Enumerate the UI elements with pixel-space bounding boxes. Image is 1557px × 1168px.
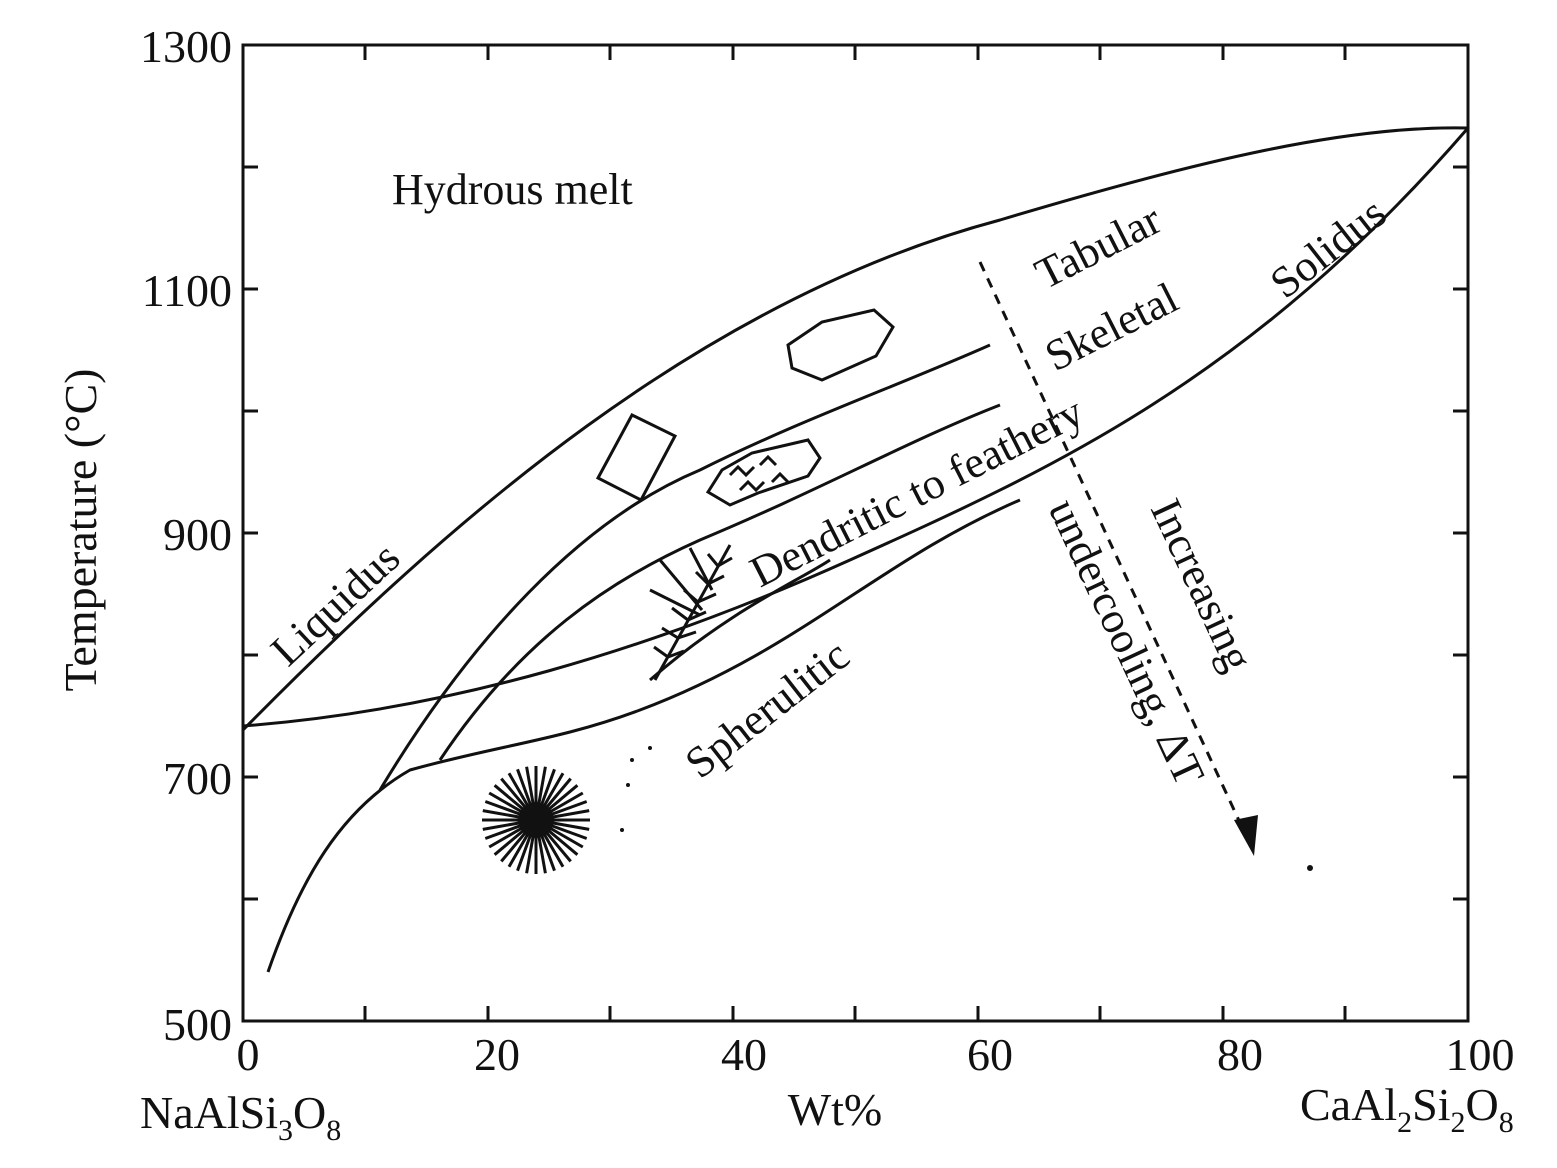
y-tick-1300: 1300 [140,21,232,72]
undercooling-arrow [978,261,1250,841]
spherulitic-upper-boundary [649,558,831,682]
left-endmember-label: NaAlSi3O8 [140,1087,341,1147]
undercooling-arrowhead [1234,815,1258,856]
left-endmember-sub1: 3 [278,1114,293,1147]
left-endmember-base: NaAlSi [140,1087,278,1138]
skeletal-crystal-icon [705,438,822,507]
right-endmember-base: CaAl [1300,1079,1397,1130]
right-endmember-sub1: 2 [1397,1106,1412,1139]
left-endmember-mid: O [293,1087,326,1138]
x-tick-0: 0 [237,1029,260,1080]
tabular-crystal-icon [595,413,678,503]
x-tick-60: 60 [967,1029,1013,1080]
x-tick-100: 100 [1446,1029,1515,1080]
liquidus-label: Liquidus [261,533,409,676]
hydrous-melt-label: Hydrous melt [392,165,633,214]
speck-marks [620,746,1313,871]
hexagonal-crystal-icon [786,308,895,382]
x-tick-80: 80 [1217,1029,1263,1080]
y-tick-700: 700 [163,753,232,804]
increasing-label: Increasing [1141,492,1263,679]
right-endmember-label: CaAl2Si2O8 [1300,1079,1514,1139]
right-endmember-sub2: 2 [1450,1106,1465,1139]
spherulite-icon [482,766,590,874]
y-axis-label: Temperature (°C) [55,369,106,692]
left-endmember-sub2: 8 [326,1114,341,1147]
right-endmember-mid: Si [1412,1079,1450,1130]
dendritic-label: Dendritic to feathery [742,387,1091,597]
x-axis-label: Wt% [788,1084,883,1135]
x-tick-40: 40 [721,1029,767,1080]
liquidus-curve [241,126,1469,732]
y-tick-500: 500 [163,999,232,1050]
skeletal-dendritic-boundary [438,403,1001,761]
tabular-skeletal-boundary [378,343,991,791]
solidus-curve [242,127,1470,728]
x-tick-20: 20 [474,1029,520,1080]
dendritic-spherulitic-boundary [266,498,1021,973]
x-tick-labels: 0 20 40 60 80 100 [237,1029,1515,1080]
spherulitic-label: Spherulitic [676,630,858,787]
x-axis-ticks [363,45,1347,1021]
y-tick-900: 900 [163,509,232,560]
right-endmember-sub3: 8 [1499,1106,1514,1139]
y-tick-labels: 1300 1100 900 700 500 [140,21,232,1050]
solidus-label: Solidus [1261,188,1395,308]
y-axis-ticks [243,165,1468,901]
dendritic-crystal-icon [649,544,733,681]
right-endmember-mid2: O [1465,1079,1498,1130]
y-tick-1100: 1100 [142,265,232,316]
